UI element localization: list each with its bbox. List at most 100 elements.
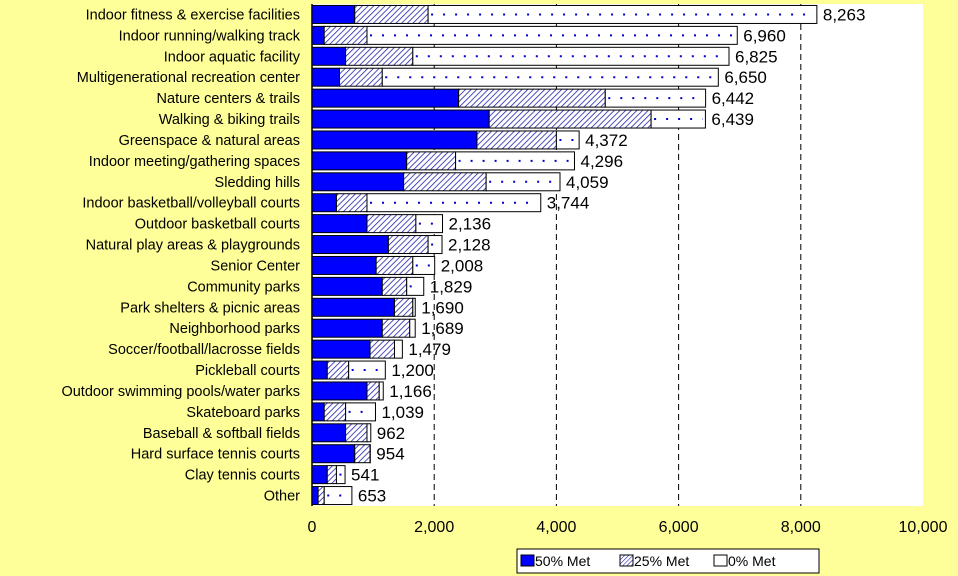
bar-segment-25-met (369, 339, 395, 359)
bar-segment-50-met (311, 444, 356, 464)
bar-segment-25-met (387, 235, 429, 255)
bar-segment-50-met (311, 235, 389, 255)
bar-segment-25-met (393, 297, 414, 317)
bar-segment-25-met (458, 88, 606, 108)
total-value-label: 962 (377, 424, 405, 443)
bar-segment-25-met (381, 276, 408, 296)
category-label: Outdoor swimming pools/water parks (61, 384, 300, 400)
bar-segment-0-met (366, 193, 542, 213)
category-label: Walking & biking trails (159, 112, 300, 128)
legend: 50% Met 25% Met 0% Met (516, 548, 820, 574)
bar-segment-25-met (335, 193, 368, 213)
bar-segment-0-met (427, 235, 443, 255)
bar-segment-25-met (345, 46, 414, 66)
bar-segment-25-met (323, 25, 368, 45)
value-labels: 8,263 6,960 6,825 6,650 6,442 6,439 4,372 4,296… (351, 5, 865, 505)
bar-segment-25-met (403, 172, 487, 192)
category-label: Greenspace & natural areas (119, 133, 300, 149)
bar-segment-25-met (381, 318, 411, 338)
total-value-label: 653 (358, 487, 386, 506)
bar-segment-25-met (375, 255, 414, 275)
bar-segment-0-met (323, 486, 353, 506)
bar-segment-0-met (393, 339, 403, 359)
bars-layer (311, 4, 818, 506)
total-value-label: 1,479 (408, 340, 451, 359)
bar-segment-50-met (311, 255, 377, 275)
total-value-label: 8,263 (823, 5, 866, 24)
total-value-label: 1,689 (421, 319, 464, 338)
category-label: Park shelters & picnic areas (120, 300, 300, 316)
category-label: Outdoor basketball courts (135, 217, 300, 233)
category-label: Indoor fitness & exercise facilities (86, 7, 300, 23)
x-tick-label: 4,000 (536, 519, 576, 536)
total-value-label: 6,442 (712, 89, 755, 108)
category-label: Hard surface tennis courts (131, 447, 300, 463)
category-label: Neighborhood parks (169, 321, 300, 337)
category-label: Community parks (187, 279, 300, 295)
total-value-label: 4,372 (585, 131, 628, 150)
total-value-label: 1,166 (389, 382, 432, 401)
bar-segment-50-met (311, 318, 383, 338)
legend-box (516, 548, 820, 574)
category-label: Indoor basketball/volleyball courts (82, 196, 300, 212)
bar-segment-0-met (427, 4, 818, 24)
legend-label: 25% Met (634, 553, 689, 569)
legend-swatch (619, 554, 634, 567)
total-value-label: 4,059 (566, 173, 609, 192)
bar-segment-0-met (604, 88, 707, 108)
total-value-label: 6,439 (711, 110, 754, 129)
x-tick-label: 10,000 (899, 519, 948, 536)
total-value-label: 541 (351, 466, 379, 485)
bar-segment-50-met (311, 402, 325, 422)
category-label: Indoor meeting/gathering spaces (89, 154, 300, 170)
bar-segment-0-met (366, 25, 738, 45)
bar-segment-25-met (354, 4, 429, 24)
bar-segment-0-met (455, 151, 575, 171)
category-label: Soccer/football/lacrosse fields (108, 342, 300, 358)
total-value-label: 1,039 (381, 403, 424, 422)
bar-segment-50-met (311, 360, 328, 380)
bar-segment-0-met (409, 318, 416, 338)
bar-segment-25-met (317, 486, 325, 506)
category-label: Indoor running/walking track (119, 28, 301, 44)
legend-swatch (713, 554, 728, 567)
bar-segment-25-met (366, 214, 417, 234)
category-label: Natural play areas & playgrounds (86, 238, 300, 254)
category-label: Other (264, 489, 300, 505)
bar-segment-50-met (311, 423, 347, 443)
bar-segment-50-met (311, 297, 395, 317)
bar-segment-25-met (345, 423, 368, 443)
bar-segment-0-met (366, 423, 372, 443)
total-value-label: 4,296 (580, 152, 623, 171)
bar-segment-50-met (311, 4, 356, 24)
bar-segment-0-met (406, 276, 425, 296)
total-value-label: 2,136 (449, 215, 492, 234)
total-value-label: 1,829 (430, 277, 473, 296)
bar-segment-0-met (485, 172, 561, 192)
legend-label: 50% Met (535, 553, 590, 569)
x-tick-label: 0 (308, 519, 317, 536)
bar-segment-25-met (326, 360, 350, 380)
bar-segment-0-met (378, 381, 384, 401)
x-tick-label: 6,000 (659, 519, 699, 536)
category-label: Nature centers & trails (157, 91, 300, 107)
bar-segment-25-met (338, 67, 383, 87)
bar-segment-0-met (412, 46, 730, 66)
bar-segment-25-met (488, 109, 652, 129)
x-axis-ticks: 0 2,000 4,000 6,000 8,000 10,000 (308, 519, 948, 536)
bar-segment-50-met (311, 88, 460, 108)
total-value-label: 1,200 (391, 361, 434, 380)
bar-segment-50-met (311, 276, 383, 296)
total-value-label: 3,744 (547, 194, 590, 213)
bar-segment-50-met (311, 130, 478, 150)
bar-segment-50-met (311, 214, 368, 234)
bar-segment-50-met (311, 109, 490, 129)
bar-segment-50-met (311, 381, 368, 401)
total-value-label: 6,960 (743, 26, 786, 45)
category-label: Pickleball courts (195, 363, 300, 379)
bar-segment-0-met (345, 402, 376, 422)
bar-segment-0-met (415, 214, 444, 234)
bar-segment-50-met (311, 339, 371, 359)
